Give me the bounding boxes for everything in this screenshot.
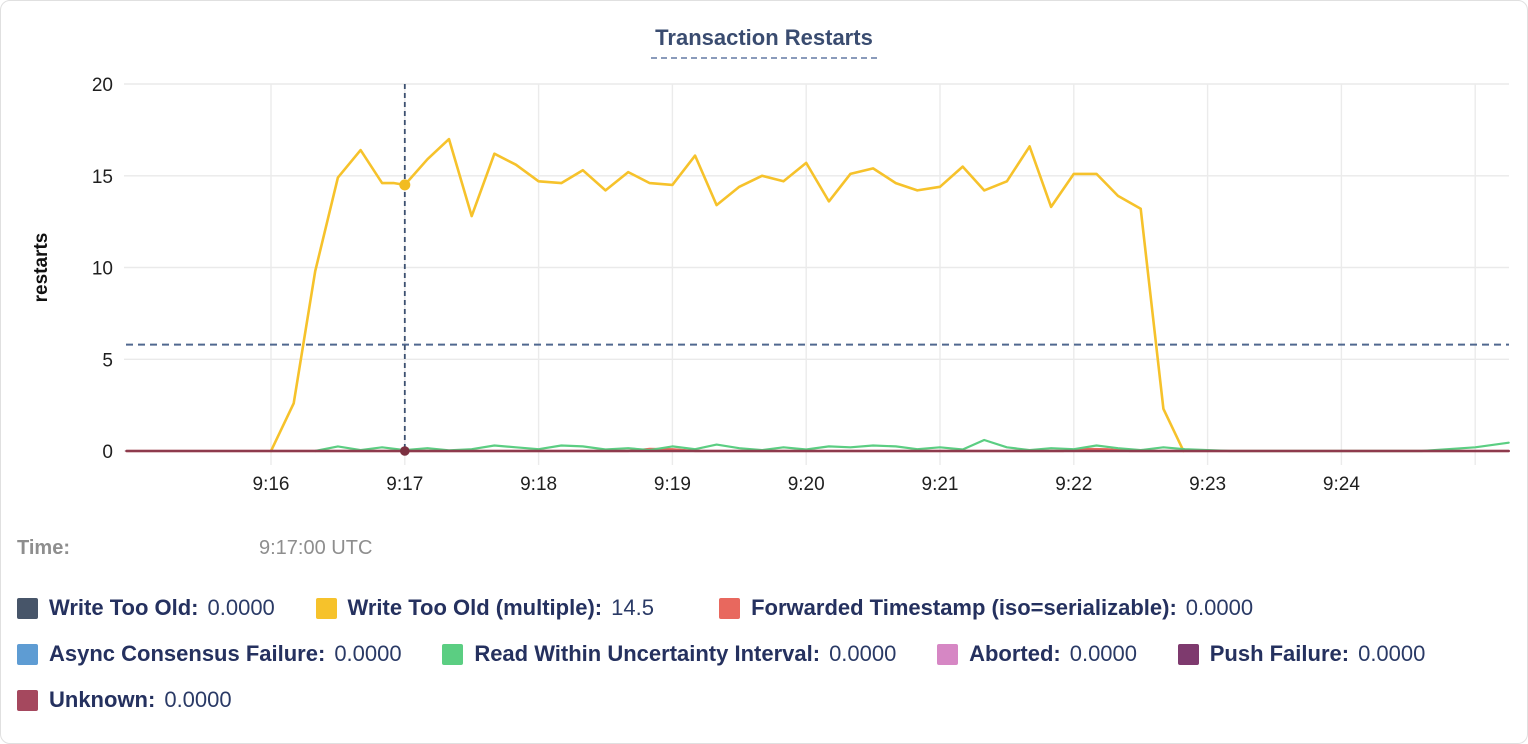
legend-item-write-too-old-multiple: Write Too Old (multiple): 14.5 [315, 595, 682, 621]
legend-item-unknown: Unknown: 0.0000 [17, 687, 234, 713]
transaction-restarts-chart[interactable]: 0 5 10 15 20 9:16 9:17 9:18 9:19 9:20 9:21 9:22 9:23… [1, 1, 1528, 511]
time-label: Time: [17, 537, 70, 559]
legend-value: 0.0000 [1069, 641, 1138, 666]
read-within-uncertainty-swatch-icon [442, 643, 464, 665]
hover-dot-write-too-old-multiple- [399, 179, 411, 191]
chart-header: Transaction Restarts [1, 25, 1527, 59]
legend-item-write-too-old: Write Too Old: 0.0000 [17, 595, 278, 621]
legend-label: Push Failure: [1209, 641, 1350, 666]
forwarded-timestamp-swatch-icon [719, 597, 741, 619]
x-tick-label: 9:21 [922, 474, 959, 495]
legend-item-aborted: Aborted: 0.0000 [937, 641, 1140, 667]
legend-label: Write Too Old (multiple): [347, 595, 603, 620]
legend-value: 0.0000 [334, 641, 402, 666]
legend-value: 14.5 [611, 595, 654, 620]
x-tick-label: 9:16 [253, 474, 290, 495]
legend-value: 0.0000 [207, 595, 275, 620]
x-tick-label: 9:22 [1055, 474, 1092, 495]
hover-dot-unknown [400, 446, 410, 456]
x-tick-label: 9:24 [1323, 474, 1360, 495]
time-value: 9:17:00 UTC [259, 537, 373, 559]
y-axis-label: restarts [31, 233, 52, 303]
legend-row: Write Too Old: 0.0000 Write Too Old (mul… [17, 585, 1517, 631]
series-line-read-within-uncertainty-interval [314, 438, 1510, 453]
x-tick-label: 9:20 [788, 474, 825, 495]
legend-value: 0.0000 [1185, 595, 1254, 620]
push-failure-swatch-icon [1177, 643, 1199, 665]
legend-label: Forwarded Timestamp (iso=serializable): [751, 595, 1177, 620]
legend-label: Write Too Old: [49, 595, 199, 620]
legend-value: 0.0000 [164, 687, 232, 712]
legend-item-read-within-uncertainty: Read Within Uncertainty Interval: 0.0000 [442, 641, 899, 667]
write-too-old-multiple-swatch-icon [315, 597, 337, 619]
legend-item-push-failure: Push Failure: 0.0000 [1177, 641, 1428, 667]
x-tick-label: 9:19 [654, 474, 691, 495]
x-tick-label: 9:17 [386, 474, 423, 495]
aborted-swatch-icon [937, 643, 959, 665]
y-tick-label: 0 [102, 442, 113, 463]
legend-value: 0.0000 [829, 641, 897, 666]
legend-label: Unknown: [49, 687, 156, 712]
write-too-old-swatch-icon [17, 597, 38, 619]
x-tick-label: 9:23 [1189, 474, 1226, 495]
legend-value: 0.0000 [1358, 641, 1426, 666]
hover-time-readout: Time: 9:17:00 UTC [17, 537, 372, 560]
legend-row: Unknown: 0.0000 [17, 677, 1517, 723]
x-tick-label: 9:18 [520, 474, 557, 495]
y-tick-label: 5 [102, 350, 113, 371]
legend-item-async-consensus-failure: Async Consensus Failure: 0.0000 [17, 641, 404, 667]
legend-label: Aborted: [969, 641, 1061, 666]
unknown-swatch-icon [17, 689, 38, 711]
legend-row: Async Consensus Failure: 0.0000 Read Wit… [17, 631, 1517, 677]
legend-label: Async Consensus Failure: [49, 641, 326, 666]
y-tick-label: 20 [92, 75, 113, 96]
y-tick-label: 15 [92, 167, 113, 188]
async-consensus-failure-swatch-icon [17, 643, 38, 665]
y-tick-label: 10 [92, 259, 113, 280]
legend-label: Read Within Uncertainty Interval: [474, 641, 821, 666]
legend-item-forwarded-timestamp: Forwarded Timestamp (iso=serializable): … [719, 595, 1256, 621]
chart-legend: Write Too Old: 0.0000 Write Too Old (mul… [17, 585, 1517, 723]
chart-title[interactable]: Transaction Restarts [651, 25, 877, 59]
